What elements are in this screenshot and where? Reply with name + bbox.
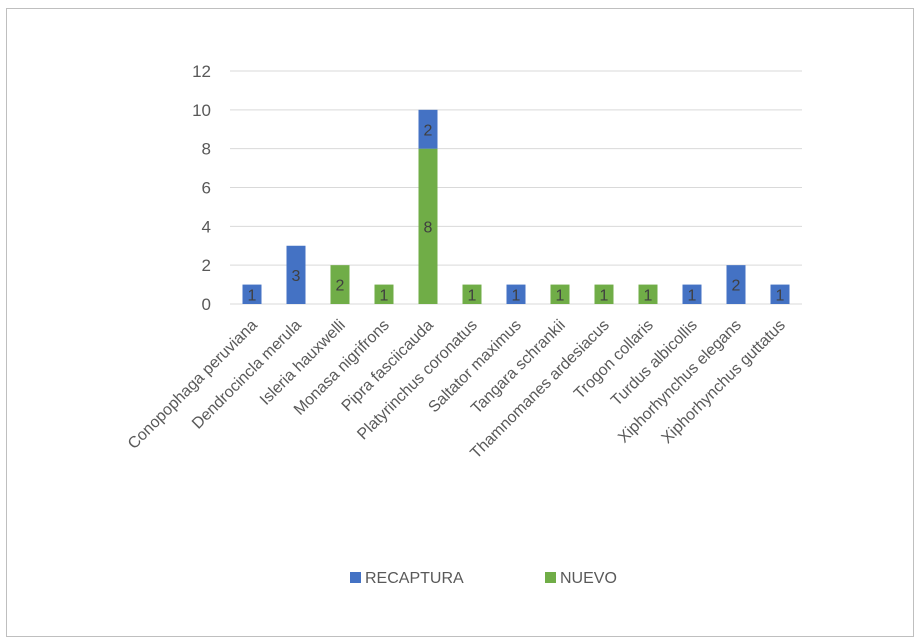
data-label: 1	[380, 287, 389, 304]
data-label: 1	[248, 287, 257, 304]
bar-segment-nuevo	[374, 284, 394, 304]
bar-segment-nuevo	[462, 284, 482, 304]
legend-label-nuevo: NUEVO	[560, 570, 617, 587]
data-label: 2	[336, 278, 345, 295]
chart-frame	[6, 8, 914, 637]
data-label: 2	[732, 278, 741, 295]
bar-segment-recaptura	[682, 284, 702, 304]
bar-segment-nuevo	[550, 284, 570, 304]
bar-segment-recaptura	[506, 284, 526, 304]
bar-segment-recaptura	[726, 265, 746, 304]
gridlines	[230, 70, 802, 305]
data-label: 3	[292, 268, 301, 285]
data-label: 1	[512, 287, 521, 304]
y-tick-label: 0	[202, 295, 211, 314]
bar-segment-recaptura	[242, 284, 262, 304]
y-tick-label: 10	[192, 101, 211, 120]
data-label: 1	[688, 287, 697, 304]
bar-segment-nuevo	[418, 148, 438, 304]
bar-segment-recaptura	[418, 109, 438, 149]
y-tick-label: 12	[192, 62, 211, 81]
data-label: 1	[556, 287, 565, 304]
data-label: 1	[776, 287, 785, 304]
legend-label-recaptura: RECAPTURA	[365, 570, 464, 587]
bar-segment-recaptura	[770, 284, 790, 304]
data-label: 1	[644, 287, 653, 304]
legend: RECAPTURA NUEVO	[350, 570, 617, 587]
y-tick-label: 6	[202, 179, 211, 198]
y-axis-ticks: 0 2 4 6 8 10 12	[192, 62, 211, 314]
legend-swatch-nuevo	[545, 572, 556, 583]
y-tick-label: 2	[202, 256, 211, 275]
x-category-label: Trogon collaris	[571, 317, 657, 403]
bars: 1 3 2 1 8 2 1 1 1 1 1 1 2 1	[242, 109, 790, 304]
data-label: 8	[424, 219, 433, 236]
data-label: 2	[424, 122, 433, 139]
data-label: 1	[600, 287, 609, 304]
legend-swatch-recaptura	[350, 572, 361, 583]
bar-segment-nuevo	[594, 284, 614, 304]
bar-segment-nuevo	[638, 284, 658, 304]
y-tick-label: 4	[202, 217, 211, 236]
bar-segment-nuevo	[330, 265, 350, 304]
data-label: 1	[468, 287, 477, 304]
bar-segment-recaptura	[286, 245, 306, 304]
y-tick-label: 8	[202, 140, 211, 159]
